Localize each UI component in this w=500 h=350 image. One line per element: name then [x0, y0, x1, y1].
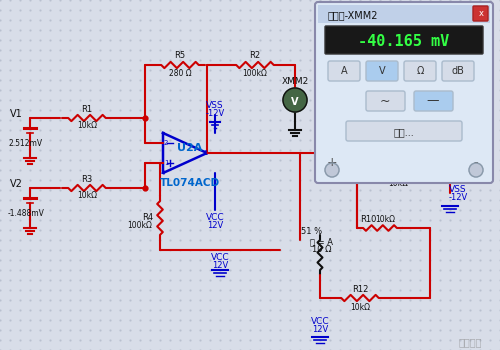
Text: 51 %: 51 %: [302, 228, 322, 237]
Text: R1: R1: [82, 105, 92, 114]
Text: +: +: [326, 156, 338, 169]
FancyBboxPatch shape: [366, 91, 405, 111]
FancyBboxPatch shape: [414, 91, 453, 111]
Text: 键 = A: 键 = A: [310, 238, 334, 246]
Text: VCC: VCC: [206, 212, 225, 222]
Text: 10kΩ: 10kΩ: [375, 215, 395, 224]
Circle shape: [325, 163, 339, 177]
Text: V2: V2: [10, 179, 22, 189]
Text: V1: V1: [10, 109, 22, 119]
Text: Ω: Ω: [416, 66, 424, 76]
Text: -: -: [474, 156, 478, 169]
Text: ~: ~: [380, 94, 390, 107]
FancyBboxPatch shape: [473, 6, 488, 21]
Text: 2: 2: [164, 140, 168, 146]
Text: 10kΩ: 10kΩ: [77, 191, 97, 201]
Circle shape: [283, 88, 307, 112]
Text: V: V: [378, 66, 386, 76]
Text: 100kΩ: 100kΩ: [128, 222, 152, 231]
Text: -12V: -12V: [206, 108, 225, 118]
Text: 12V: 12V: [207, 222, 223, 231]
Text: dB: dB: [452, 66, 464, 76]
Text: R11: R11: [382, 161, 398, 170]
Text: -12V: -12V: [448, 194, 468, 203]
Text: VSS: VSS: [206, 100, 224, 110]
FancyBboxPatch shape: [318, 5, 490, 23]
FancyBboxPatch shape: [404, 61, 436, 81]
Text: 2.512mV: 2.512mV: [9, 140, 43, 148]
Text: 百度图图: 百度图图: [458, 337, 482, 347]
Text: 4: 4: [161, 170, 165, 176]
Text: 1: 1: [164, 160, 168, 166]
Text: VCC: VCC: [210, 253, 230, 262]
Text: 10kΩ: 10kΩ: [350, 302, 370, 312]
Text: R4: R4: [142, 214, 154, 223]
Text: 10kΩ: 10kΩ: [77, 121, 97, 131]
Text: R12: R12: [352, 285, 368, 294]
Text: TL074ACD: TL074ACD: [160, 178, 220, 188]
Text: 1: 1: [203, 150, 207, 156]
Text: 10kΩ: 10kΩ: [388, 180, 408, 189]
Circle shape: [469, 163, 483, 177]
Text: XMM2: XMM2: [282, 77, 308, 86]
FancyBboxPatch shape: [315, 2, 493, 183]
Text: R2: R2: [250, 51, 260, 61]
Text: —: —: [427, 94, 440, 107]
Text: R3: R3: [82, 175, 92, 184]
Text: VSS: VSS: [449, 186, 467, 195]
Text: V: V: [291, 97, 299, 107]
Text: 万用表-XMM2: 万用表-XMM2: [328, 10, 378, 20]
Text: R10: R10: [360, 215, 376, 224]
Text: U2A: U2A: [178, 143, 203, 153]
Text: R5: R5: [174, 51, 186, 61]
Text: 100kΩ: 100kΩ: [242, 70, 268, 78]
FancyBboxPatch shape: [442, 61, 474, 81]
Text: 10 Ω: 10 Ω: [312, 245, 332, 254]
Text: 12V: 12V: [212, 261, 228, 271]
FancyBboxPatch shape: [325, 26, 483, 54]
FancyBboxPatch shape: [346, 121, 462, 141]
Text: VCC: VCC: [310, 317, 330, 327]
Text: 设置...: 设置...: [394, 127, 414, 137]
FancyBboxPatch shape: [366, 61, 398, 81]
Text: -1.488mV: -1.488mV: [8, 210, 44, 218]
Text: 280 Ω: 280 Ω: [168, 70, 192, 78]
Text: x: x: [478, 9, 484, 19]
Text: -40.165 mV: -40.165 mV: [358, 34, 450, 49]
Text: A: A: [340, 66, 347, 76]
FancyBboxPatch shape: [328, 61, 360, 81]
Text: 12V: 12V: [312, 326, 328, 335]
